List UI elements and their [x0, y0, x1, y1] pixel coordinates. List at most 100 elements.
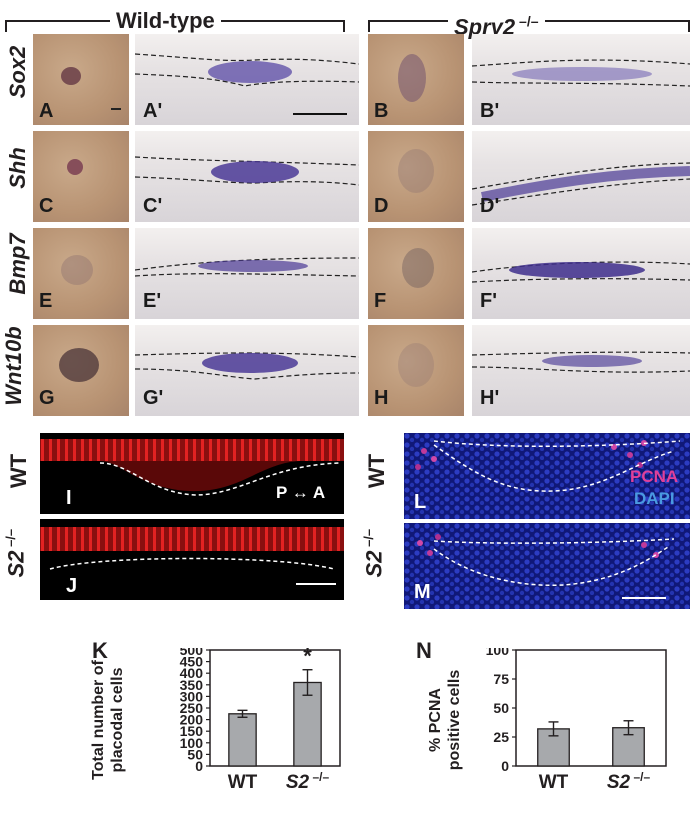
- section-image: [135, 352, 359, 380]
- panel-label-n: N: [416, 638, 432, 663]
- panel-d-wholemount: D: [368, 131, 464, 222]
- header-bracket-tick: [688, 20, 690, 32]
- bar: [293, 681, 322, 767]
- panel-label: F': [480, 290, 497, 312]
- panel-e-wholemount: E: [33, 228, 129, 319]
- panel-label: E': [143, 290, 162, 312]
- mutant-genotype: –/–: [515, 13, 539, 29]
- fluorescence-image: [404, 523, 690, 609]
- panel-label: A: [39, 100, 54, 122]
- gene-label-wnt10b: Wnt10b: [1, 326, 26, 406]
- wildtype-header-group: Wild-type: [5, 8, 345, 34]
- fluorescence-image: [40, 439, 344, 496]
- header-bracket-tick: [5, 20, 7, 32]
- x-category-label: WT: [228, 772, 258, 793]
- panel-b-prime-section: B': [472, 34, 690, 125]
- panel-label: I: [66, 487, 72, 509]
- y-tick-label: 0: [501, 758, 509, 774]
- y-tick-label: 350: [180, 677, 204, 693]
- panel-b-wholemount: B: [368, 34, 464, 125]
- panel-label: G': [143, 387, 164, 409]
- gene-label-sox2: Sox2: [5, 45, 30, 99]
- panel-g-wholemount: G: [33, 325, 129, 416]
- bar: [228, 713, 257, 767]
- placode-image: [398, 54, 426, 102]
- panel-label: L: [414, 491, 427, 513]
- panel-label-k: K: [92, 638, 108, 663]
- panel-label: G: [39, 387, 55, 409]
- dapi-legend-label: DAPI: [634, 489, 675, 508]
- significance-marker: *: [303, 648, 312, 669]
- panel-e-prime-section: E': [135, 228, 359, 319]
- y-tick-label: 75: [493, 671, 509, 687]
- panel-label: D': [480, 195, 500, 217]
- placode-image: [67, 159, 83, 175]
- panel-label: B': [480, 100, 500, 122]
- panel-m-fluorescence: M: [404, 523, 690, 609]
- panel-label: D: [374, 195, 389, 217]
- panel-c-prime-section: C': [135, 131, 359, 222]
- placode-image: [398, 343, 434, 387]
- panel-j-fluorescence: J: [40, 519, 344, 600]
- mutant-header-group: Spry2 –/–: [368, 8, 690, 41]
- x-category-label: S2 –/–: [286, 770, 330, 793]
- panel-label: H: [374, 387, 389, 409]
- panel-h-prime-section: H': [472, 325, 690, 416]
- panel-a-wholemount: A: [33, 34, 129, 125]
- fluorescence-image: [40, 527, 344, 585]
- y-tick-label: 100: [180, 735, 204, 751]
- y-tick-label: 100: [486, 648, 510, 658]
- placode-image: [61, 67, 121, 110]
- panel-label: A': [143, 100, 163, 122]
- fluorescence-image: [404, 433, 690, 519]
- placode-image: [59, 348, 99, 382]
- section-image: [472, 162, 690, 206]
- placode-image: [398, 149, 434, 193]
- section-image: [472, 261, 690, 283]
- placode-image: [402, 248, 434, 288]
- x-category-label: WT: [539, 772, 569, 793]
- y-tick-label: 25: [493, 729, 509, 745]
- panel-c-wholemount: C: [33, 131, 129, 222]
- y-tick-label: 250: [180, 700, 204, 716]
- panel-label: H': [480, 387, 500, 409]
- y-tick-label: 0: [195, 758, 203, 774]
- header-bracket-tick: [343, 20, 345, 32]
- section-image: [472, 351, 690, 373]
- header-bracket-tick: [368, 20, 370, 32]
- panel-a-prime-section: A': [135, 34, 359, 125]
- y-tick-label: 50: [493, 700, 509, 716]
- wildtype-header: Wild-type: [110, 8, 221, 34]
- genotype-label-s2-left: S2 –/–: [3, 528, 29, 578]
- y-tick-label: 150: [180, 723, 204, 739]
- y-tick-label: 500: [180, 648, 204, 658]
- section-image: [135, 257, 359, 277]
- placode-image: [61, 255, 93, 285]
- section-image: [135, 53, 359, 115]
- genotype-label-wt-right: WT: [364, 453, 390, 489]
- section-image: [472, 59, 690, 87]
- chart-k-ylabel: Total number of placodal cells: [90, 660, 126, 780]
- panel-h-wholemount: H: [368, 325, 464, 416]
- chart-n-ylabel: % PCNA positive cells: [427, 669, 463, 771]
- panel-label: M: [414, 581, 431, 603]
- panel-label: F: [374, 290, 387, 312]
- gene-label-bmp7: Bmp7: [5, 233, 30, 295]
- panel-label: J: [66, 575, 78, 597]
- genotype-label-wt-left: WT: [6, 453, 32, 489]
- axis-orientation-label: P ↔ A: [276, 483, 326, 502]
- panel-i-fluorescence: I P ↔ A: [40, 433, 344, 514]
- genotype-label-s2-right: S2 –/–: [361, 528, 387, 578]
- y-tick-label: 50: [187, 746, 203, 762]
- y-tick-label: 200: [180, 712, 204, 728]
- gene-label-shh: Shh: [5, 147, 30, 189]
- panel-label: C: [39, 195, 54, 217]
- y-tick-label: 450: [180, 654, 204, 670]
- panel-f-prime-section: F': [472, 228, 690, 319]
- panel-f-wholemount: F: [368, 228, 464, 319]
- panel-label: E: [39, 290, 53, 312]
- y-tick-label: 400: [180, 665, 204, 681]
- panel-label: B: [374, 100, 389, 122]
- x-category-label: S2 –/–: [607, 770, 651, 793]
